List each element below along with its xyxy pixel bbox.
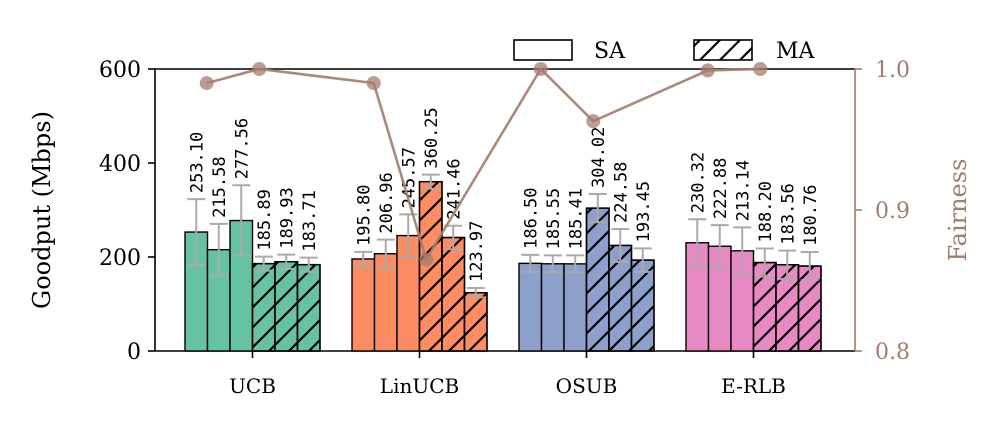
legend: SA MA [513,39,816,64]
errorbar-osub-ma-3 [633,247,652,273]
errorbar-ucb-sa-3 [232,184,251,257]
errorbar-linucb-ma-1 [421,173,440,190]
value-label: 213.14 [733,160,753,221]
errorbar-ucb-ma-3 [299,256,318,273]
bar-osub-sa-3 [563,263,588,352]
value-label: 245.57 [399,147,419,208]
bar-osub-sa-2 [540,263,565,352]
bars-layer [184,180,822,352]
fairness-tick-label: 0.8 [875,340,910,365]
fairness-line [206,66,761,263]
value-label: 185.89 [255,189,275,250]
x-tick-label: OSUB [556,374,618,398]
y-tick-label: 600 [99,58,141,83]
legend-swatch-sa [513,39,573,61]
value-label: 195.80 [354,185,374,246]
value-label: 230.32 [688,152,708,213]
errorbar-linucb-sa-3 [399,213,418,258]
bar-osub-sa-1 [518,262,543,352]
value-label: 180.76 [801,185,821,246]
value-label: 206.96 [377,172,397,233]
y-tick-label: 200 [99,246,141,271]
errorbar-ucb-sa-2 [209,222,228,277]
value-label: 304.02 [589,127,609,188]
x-tick-label: E-RLB [721,374,786,398]
value-label: 186.50 [521,187,541,248]
errorbar-e-rlb-ma-1 [755,247,774,278]
y-tick-label: 400 [99,152,141,177]
value-label: 188.20 [756,181,776,242]
legend-swatch-ma [693,39,753,61]
bar-hatch-linucb-1 [418,180,443,352]
x-tick-label: UCB [229,374,276,398]
fairness-axis-title: Fairness [944,159,972,262]
legend-label-sa: SA [594,39,626,64]
errorbars-layer [187,173,819,299]
fairness-point-e-rlb-sa [700,63,715,78]
errorbar-e-rlb-sa-1 [688,218,707,268]
fairness-point-ucb-sa [199,76,214,91]
axis-ticks-layer: 0 200 400 600 0.8 0.9 1.0 UCB LinUCB OSUB E-RLB [99,58,910,398]
errorbar-osub-sa-2 [543,254,562,274]
bar-hatch-ucb-3 [296,263,321,352]
errorbar-e-rlb-ma-2 [778,249,797,280]
errorbar-osub-ma-1 [588,193,607,224]
value-label: 224.58 [611,162,631,223]
value-label: 360.25 [422,107,442,168]
errorbar-linucb-ma-3 [466,287,485,299]
fairness-line-layer [199,62,768,267]
errorbar-ucb-ma-1 [254,255,273,272]
value-label: 183.71 [300,190,320,251]
fairness-point-linucb-sa [366,76,381,91]
value-label: 215.58 [210,156,230,217]
fairness-point-osub-sa [533,62,548,76]
value-label: 185.55 [544,188,564,249]
value-label: 123.97 [467,221,487,282]
y-tick-label: 0 [127,340,141,365]
bar-hatch-ucb-2 [274,261,299,352]
errorbar-osub-sa-1 [521,253,540,273]
fairness-tick-label: 0.9 [875,199,910,224]
fairness-tick-label: 1.0 [875,58,910,83]
value-label: 222.88 [711,158,731,219]
errorbar-linucb-sa-2 [376,238,395,269]
value-label: 277.56 [232,118,252,179]
fairness-point-e-rlb-ma [753,62,768,76]
errorbar-ucb-ma-2 [277,253,296,270]
legend-label-ma: MA [776,39,816,64]
value-label: 253.10 [187,132,207,193]
errorbar-e-rlb-ma-3 [800,250,819,282]
bar-linucb-sa-1 [351,258,376,352]
fairness-point-ucb-ma [252,62,267,76]
errorbar-e-rlb-sa-3 [733,226,752,276]
bar-hatch-linucb-2 [441,236,466,352]
value-label: 183.56 [778,183,798,244]
errorbar-osub-sa-3 [566,254,585,274]
errorbar-ucb-sa-1 [187,198,206,266]
bar-hatch-linucb-3 [463,292,488,352]
value-label: 189.93 [277,187,297,248]
bar-hatch-osub-3 [630,259,655,352]
fairness-point-linucb-ma [419,252,434,267]
value-label: 193.45 [634,181,654,242]
bar-hatch-osub-1 [585,207,610,352]
errorbar-linucb-sa-1 [354,250,373,268]
value-label: 185.41 [566,188,586,249]
fairness-point-osub-ma [586,114,601,129]
errorbar-e-rlb-sa-2 [710,224,729,269]
bar-hatch-ucb-1 [251,262,276,352]
x-tick-label: LinUCB [380,374,459,398]
errorbar-osub-ma-2 [611,227,630,263]
y-axis-title: Goodput (Mbps) [28,111,56,309]
